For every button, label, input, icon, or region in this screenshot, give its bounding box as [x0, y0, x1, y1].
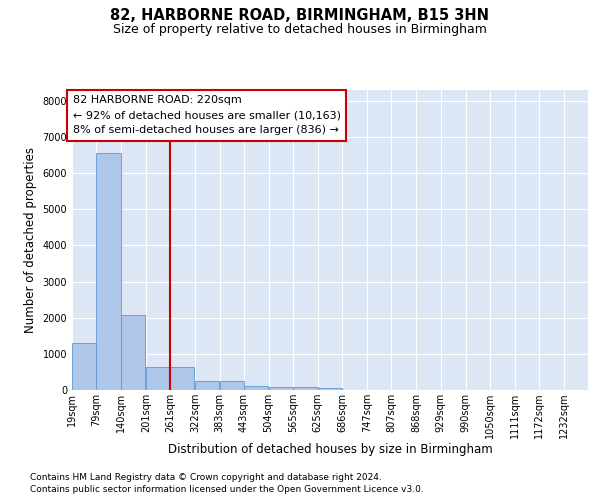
Bar: [72, 343, 97, 390]
Bar: [269, 387, 293, 390]
Bar: [293, 387, 317, 390]
Text: Contains HM Land Registry data © Crown copyright and database right 2024.: Contains HM Land Registry data © Crown c…: [30, 472, 382, 482]
Bar: [317, 388, 342, 390]
Text: Distribution of detached houses by size in Birmingham: Distribution of detached houses by size …: [167, 442, 493, 456]
Bar: [220, 382, 244, 390]
Bar: [244, 386, 268, 390]
Bar: [121, 315, 145, 390]
Text: Contains public sector information licensed under the Open Government Licence v3: Contains public sector information licen…: [30, 485, 424, 494]
Bar: [97, 154, 121, 390]
Text: Size of property relative to detached houses in Birmingham: Size of property relative to detached ho…: [113, 22, 487, 36]
Bar: [146, 366, 170, 390]
Text: 82 HARBORNE ROAD: 220sqm
← 92% of detached houses are smaller (10,163)
8% of sem: 82 HARBORNE ROAD: 220sqm ← 92% of detach…: [73, 96, 341, 135]
Text: 82, HARBORNE ROAD, BIRMINGHAM, B15 3HN: 82, HARBORNE ROAD, BIRMINGHAM, B15 3HN: [110, 8, 490, 22]
Bar: [170, 367, 194, 390]
Bar: [195, 381, 219, 390]
Y-axis label: Number of detached properties: Number of detached properties: [24, 147, 37, 333]
